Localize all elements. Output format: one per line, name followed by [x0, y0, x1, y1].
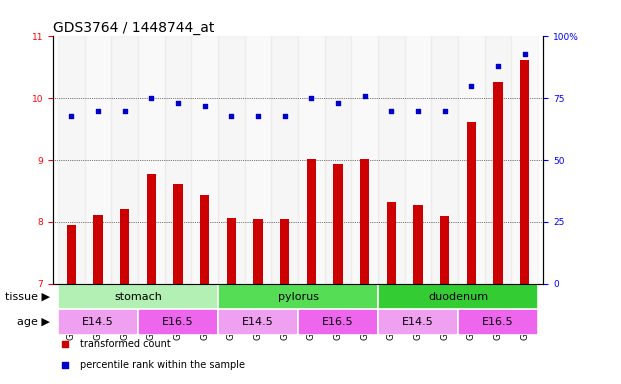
- Bar: [351, 36, 378, 284]
- Bar: [67, 225, 76, 284]
- Bar: [138, 310, 218, 335]
- Bar: [218, 36, 245, 284]
- Text: duodenum: duodenum: [428, 291, 488, 301]
- Bar: [493, 81, 503, 284]
- Point: [360, 93, 369, 99]
- Text: E16.5: E16.5: [162, 317, 194, 327]
- Bar: [378, 284, 538, 310]
- Bar: [360, 159, 369, 284]
- Text: E14.5: E14.5: [242, 317, 274, 327]
- Point: [280, 113, 290, 119]
- Bar: [93, 215, 103, 284]
- Bar: [307, 159, 316, 284]
- Bar: [218, 284, 378, 310]
- Text: GDS3764 / 1448744_at: GDS3764 / 1448744_at: [53, 22, 214, 35]
- Bar: [298, 36, 325, 284]
- Text: age ▶: age ▶: [17, 317, 50, 327]
- Bar: [227, 217, 236, 284]
- Bar: [218, 310, 298, 335]
- Bar: [520, 60, 529, 284]
- Text: pylorus: pylorus: [278, 291, 319, 301]
- Bar: [191, 36, 218, 284]
- Point: [147, 95, 156, 101]
- Bar: [378, 36, 405, 284]
- Bar: [298, 310, 378, 335]
- Bar: [485, 36, 511, 284]
- Bar: [325, 36, 351, 284]
- Text: stomach: stomach: [114, 291, 162, 301]
- Bar: [165, 36, 191, 284]
- Point: [306, 95, 316, 101]
- Bar: [147, 174, 156, 284]
- Point: [333, 100, 343, 106]
- Bar: [58, 310, 138, 335]
- Point: [466, 83, 476, 89]
- Bar: [173, 184, 183, 284]
- Bar: [458, 36, 485, 284]
- Point: [253, 113, 263, 119]
- Text: transformed count: transformed count: [79, 339, 171, 349]
- Point: [386, 108, 396, 114]
- Bar: [405, 36, 432, 284]
- Bar: [511, 36, 538, 284]
- Bar: [387, 202, 396, 284]
- Bar: [414, 205, 423, 284]
- Text: E14.5: E14.5: [82, 317, 114, 327]
- Bar: [85, 36, 111, 284]
- Point: [200, 103, 210, 109]
- Point: [66, 113, 76, 119]
- Bar: [120, 209, 129, 284]
- Point: [227, 113, 237, 119]
- Bar: [467, 122, 476, 284]
- Bar: [458, 310, 538, 335]
- Point: [493, 63, 503, 69]
- Bar: [58, 284, 218, 310]
- Bar: [280, 219, 289, 284]
- Bar: [378, 310, 458, 335]
- Point: [405, 61, 415, 67]
- Bar: [432, 36, 458, 284]
- Bar: [245, 36, 271, 284]
- Text: E14.5: E14.5: [402, 317, 434, 327]
- Point: [405, 248, 415, 254]
- Point: [413, 108, 423, 114]
- Point: [173, 100, 183, 106]
- Point: [93, 108, 103, 114]
- Bar: [333, 164, 343, 284]
- Bar: [138, 36, 165, 284]
- Bar: [253, 219, 263, 284]
- Text: E16.5: E16.5: [483, 317, 514, 327]
- Bar: [58, 36, 85, 284]
- Bar: [440, 216, 450, 284]
- Point: [440, 108, 450, 114]
- Bar: [271, 36, 298, 284]
- Text: tissue ▶: tissue ▶: [6, 291, 50, 301]
- Point: [120, 108, 130, 114]
- Text: E16.5: E16.5: [322, 317, 354, 327]
- Text: percentile rank within the sample: percentile rank within the sample: [79, 360, 245, 370]
- Bar: [111, 36, 138, 284]
- Point: [520, 51, 530, 57]
- Bar: [200, 195, 209, 284]
